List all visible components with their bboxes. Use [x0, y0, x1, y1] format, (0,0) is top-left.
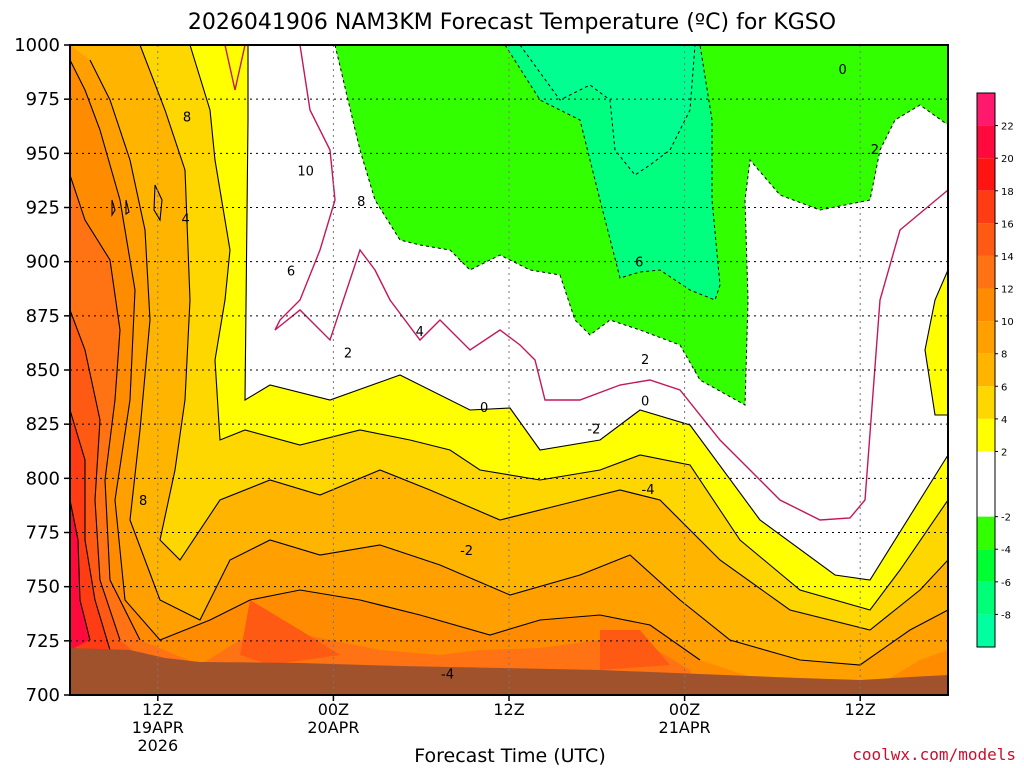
colorbar-tick-label: 8 [1001, 350, 1007, 361]
colorbar-bin [977, 93, 995, 126]
y-tick-label: 875 [26, 306, 60, 327]
y-axis: 700 725 750 775 800 825 850 875 900 925 950 975 1000 [14, 35, 70, 706]
colorbar-tick-label: -8 [1001, 610, 1011, 621]
colorbar-tick-label: 18 [1001, 187, 1014, 198]
y-tick-label: 725 [26, 631, 60, 652]
contour-label: 2 [344, 347, 352, 362]
contour-label: 4 [416, 325, 424, 340]
freezing-line [224, 45, 948, 521]
cold-contour-lines [334, 45, 948, 406]
ground-terrain [70, 648, 948, 695]
contour-label: 8 [357, 195, 365, 210]
colorbar-bin [977, 321, 995, 354]
band-6-8 [70, 45, 948, 695]
contour-label: 10 [297, 165, 314, 180]
x-tick-label: 12Z [493, 700, 524, 719]
y-tick-label: 975 [26, 89, 60, 110]
contour-label: 8 [139, 494, 147, 509]
colorbar: 22 20 18 16 14 12 10 8 6 4 2 -2 -4 -6 -8 [976, 92, 1014, 648]
band-2-4-right-edge [925, 270, 948, 415]
y-tick-label: 825 [26, 414, 60, 435]
contour-label: 0 [480, 401, 488, 416]
contour-label: 2 [641, 353, 649, 368]
colorbar-tick-label: -6 [1001, 578, 1011, 589]
colorbar-bin [977, 223, 995, 256]
contour-label: -2 [587, 423, 600, 438]
colorbar-tick-label: 10 [1001, 317, 1014, 328]
colorbar-bin [977, 516, 995, 550]
y-tick-label: 775 [26, 523, 60, 544]
colorbar-tick-label: 20 [1001, 154, 1014, 165]
colorbar-border [976, 92, 996, 648]
contour-label: -4 [642, 483, 655, 498]
x-tick-label: 00Z [318, 700, 349, 719]
contour-label: 2 [871, 143, 879, 158]
band-18-22 [70, 500, 90, 650]
colorbar-tick-label: 16 [1001, 219, 1014, 230]
y-tick-label: 900 [26, 252, 60, 273]
contour-label: 6 [635, 256, 643, 271]
x-tick-label: 19APR [132, 718, 184, 737]
colorbar-tick-label: 2 [1001, 447, 1007, 458]
x-tick-label: 00Z [669, 700, 700, 719]
contour-labels: -4 -2 8 0 -4 -2 0 2 2 4 6 6 4 8 10 8 2 0 [139, 63, 879, 682]
y-tick-label: 750 [26, 577, 60, 598]
colorbar-bin [977, 418, 995, 452]
contour-label: 4 [181, 212, 189, 227]
contour-label: 0 [641, 394, 649, 409]
contour-label: 6 [287, 264, 295, 279]
x-tick-label: 21APR [659, 718, 711, 737]
contour-lines [70, 45, 948, 666]
contour-label: 0 [838, 63, 846, 78]
x-tick-label: 20APR [307, 718, 359, 737]
x-tick-label: 2026 [137, 736, 178, 755]
y-tick-label: 800 [26, 468, 60, 489]
band-minus6-minus8 [520, 45, 695, 175]
y-tick-label: 925 [26, 198, 60, 219]
contour-label: -2 [460, 544, 473, 559]
colorbar-tick-label: -4 [1001, 545, 1011, 556]
colorbar-bin [977, 255, 995, 289]
colorbar-tick-label: 6 [1001, 382, 1007, 393]
y-tick-label: 700 [26, 685, 60, 706]
x-tick-label: 12Z [142, 700, 173, 719]
contour-label: 8 [183, 111, 191, 126]
colorbar-bin [977, 288, 995, 322]
chart-title: 2026041906 NAM3KM Forecast Temperature (… [188, 10, 836, 35]
contour-label: -4 [441, 667, 454, 682]
colorbar-bin [977, 125, 995, 159]
colorbar-bin [977, 190, 995, 224]
colorbar-bin [977, 386, 995, 419]
colorbar-bin [977, 353, 995, 387]
colorbar-tick-label: 14 [1001, 252, 1014, 263]
colorbar-bin [977, 581, 995, 615]
y-tick-label: 850 [26, 360, 60, 381]
band-8-10 [70, 45, 948, 695]
colorbar-bin [977, 158, 995, 191]
y-tick-label: 1000 [14, 35, 60, 56]
colorbar-bin [977, 549, 995, 582]
credit-text: coolwx.com/models [852, 745, 1016, 764]
colorbar-tick-label: 12 [1001, 285, 1014, 296]
x-tick-label: 12Z [845, 700, 876, 719]
grid-lines [70, 45, 948, 695]
colorbar-tick-label: 4 [1001, 415, 1007, 426]
x-axis-title: Forecast Time (UTC) [414, 745, 605, 767]
colorbar-bin [977, 451, 995, 517]
colorbar-bin [977, 614, 995, 647]
colorbar-tick-label: 22 [1001, 122, 1014, 133]
y-tick-label: 950 [26, 143, 60, 164]
colorbar-tick-label: -2 [1001, 513, 1011, 524]
